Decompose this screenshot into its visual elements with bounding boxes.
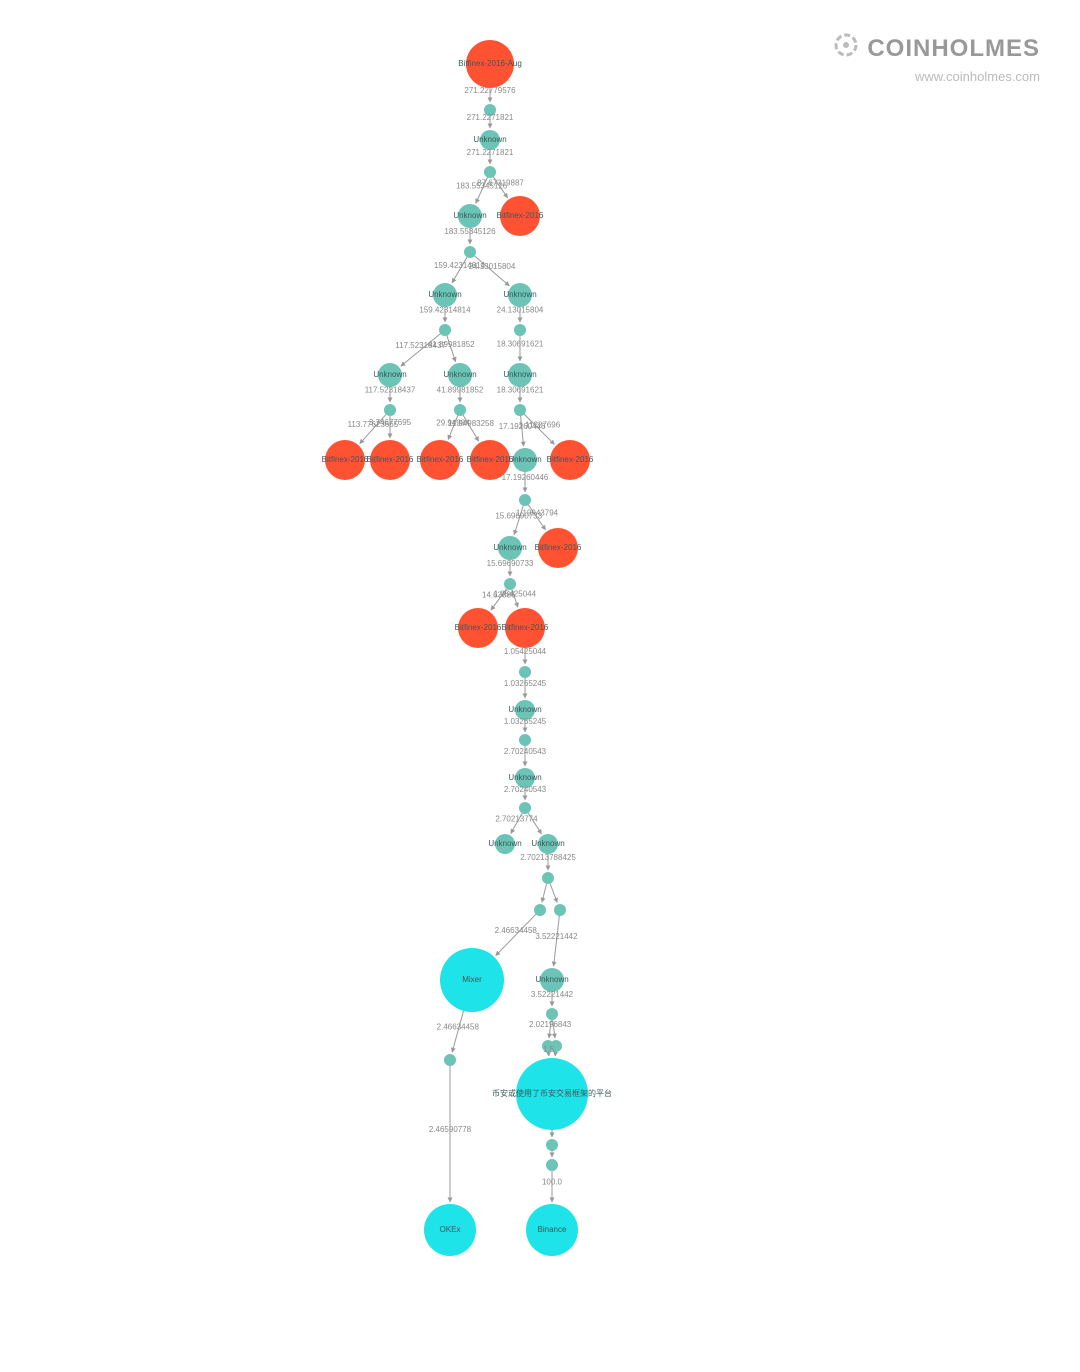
edge-label: 2.46634458 <box>437 1023 480 1032</box>
edge-label: 3.52221442 <box>531 990 574 999</box>
graph-node[interactable] <box>546 1008 558 1020</box>
node-label: Unknown <box>535 975 568 984</box>
node-label: Bitfinex-2016 <box>367 455 414 464</box>
node-label: Unknown <box>503 370 536 379</box>
graph-edge <box>550 884 557 903</box>
graph-node[interactable] <box>384 404 396 416</box>
edge-label: 2.70240543 <box>504 747 547 756</box>
node-label: Bitfinex-2016 <box>535 543 582 552</box>
graph-node[interactable] <box>439 324 451 336</box>
edge-label: 1.11227696 <box>519 420 561 429</box>
node-label: Bitfinex-2016 <box>322 455 369 464</box>
edge-label: 271.2271821 <box>467 113 514 122</box>
graph-node[interactable] <box>484 166 496 178</box>
graph-edge <box>542 884 547 902</box>
graph-node[interactable] <box>519 734 531 746</box>
edge-label: 2.02196843 <box>529 1020 572 1029</box>
node-label: Binance <box>538 1225 567 1234</box>
edge-label: 18.30691621 <box>497 386 544 395</box>
graph-node[interactable] <box>514 404 526 416</box>
edge-label: 18.30691621 <box>497 340 544 349</box>
edge-label: 117.52318437 <box>365 386 416 395</box>
edge-label: 2.46590778 <box>429 1125 472 1134</box>
edge-label: 2.70240543 <box>504 785 547 794</box>
node-label: Mixer <box>462 975 482 984</box>
graph-node[interactable] <box>519 494 531 506</box>
graph-node[interactable] <box>546 1159 558 1171</box>
edge-label: 100.0 <box>542 1178 563 1187</box>
edge-label: 159.42314814 <box>419 306 471 315</box>
graph-node[interactable] <box>514 324 526 336</box>
graph-node[interactable] <box>554 904 566 916</box>
graph-node[interactable] <box>542 872 554 884</box>
edge-label: 271.22779576 <box>464 86 516 95</box>
edge-label: 17.19260446 <box>502 473 549 482</box>
edge-label: 1.19943794 <box>516 509 559 518</box>
node-label: Unknown <box>508 455 541 464</box>
edge-label: 271.2271821 <box>467 148 514 157</box>
edge-label: 1.5 <box>543 1045 555 1054</box>
edge-label: 2.46634458 <box>495 926 538 935</box>
edge-label: 11.94983258 <box>448 419 495 428</box>
node-label: Bitfinex-2016 <box>467 455 514 464</box>
edge-label: 1.03265245 <box>504 717 547 726</box>
edge-label: 15.69690733 <box>487 559 534 568</box>
node-label: Unknown <box>531 839 564 848</box>
node-label: 币安或使用了币安交易框架的平台 <box>492 1088 612 1098</box>
node-label: Unknown <box>453 211 486 220</box>
node-label: Unknown <box>373 370 406 379</box>
flow-graph: 271.22779576 271.2271821 271.2271821 183.55… <box>0 0 1080 1372</box>
node-label: Unknown <box>503 290 536 299</box>
node-label: Bitfinex-2016 <box>547 455 594 464</box>
graph-node[interactable] <box>504 578 516 590</box>
graph-node[interactable] <box>519 802 531 814</box>
graph-node[interactable] <box>464 246 476 258</box>
edge-label: 1.05425044 <box>504 647 547 656</box>
edge-label: 1.03265245 <box>504 679 547 688</box>
node-label: Bitfinex-2016-Aug <box>458 59 522 68</box>
node-label: Unknown <box>493 543 526 552</box>
node-label: Unknown <box>428 290 461 299</box>
node-label: OKEx <box>440 1225 461 1234</box>
node-label: Bitfinex-2016 <box>502 623 549 632</box>
node-label: Unknown <box>443 370 476 379</box>
graph-node[interactable] <box>454 404 466 416</box>
node-label: Unknown <box>473 135 506 144</box>
edge-label: 24.13015804 <box>497 306 544 315</box>
edge-label: 87.67319887 <box>477 178 524 187</box>
edge-label: 2.70213788425 <box>520 853 576 862</box>
graph-node[interactable] <box>546 1139 558 1151</box>
edge-label: 183.55345126 <box>444 227 496 236</box>
node-label: Unknown <box>508 705 541 714</box>
edge-label: 24.13015804 <box>469 262 516 271</box>
edge-label: 3.52221442 <box>535 932 578 941</box>
edge-label: 1.05425044 <box>494 590 537 599</box>
node-label: Unknown <box>488 839 521 848</box>
edge-label: 41.89981852 <box>437 386 484 395</box>
node-label: Bitfinex-2016 <box>455 623 502 632</box>
edge-label: 41.89981852 <box>428 340 475 349</box>
edge-label: 3.74677695 <box>369 418 412 427</box>
edge-label: 2.70213774 <box>495 814 538 823</box>
graph-node[interactable] <box>444 1054 456 1066</box>
graph-node[interactable] <box>519 666 531 678</box>
graph-node[interactable] <box>534 904 546 916</box>
node-label: Bitfinex-2016 <box>497 211 544 220</box>
node-label: Bitfinex-2016 <box>417 455 464 464</box>
node-label: Unknown <box>508 773 541 782</box>
